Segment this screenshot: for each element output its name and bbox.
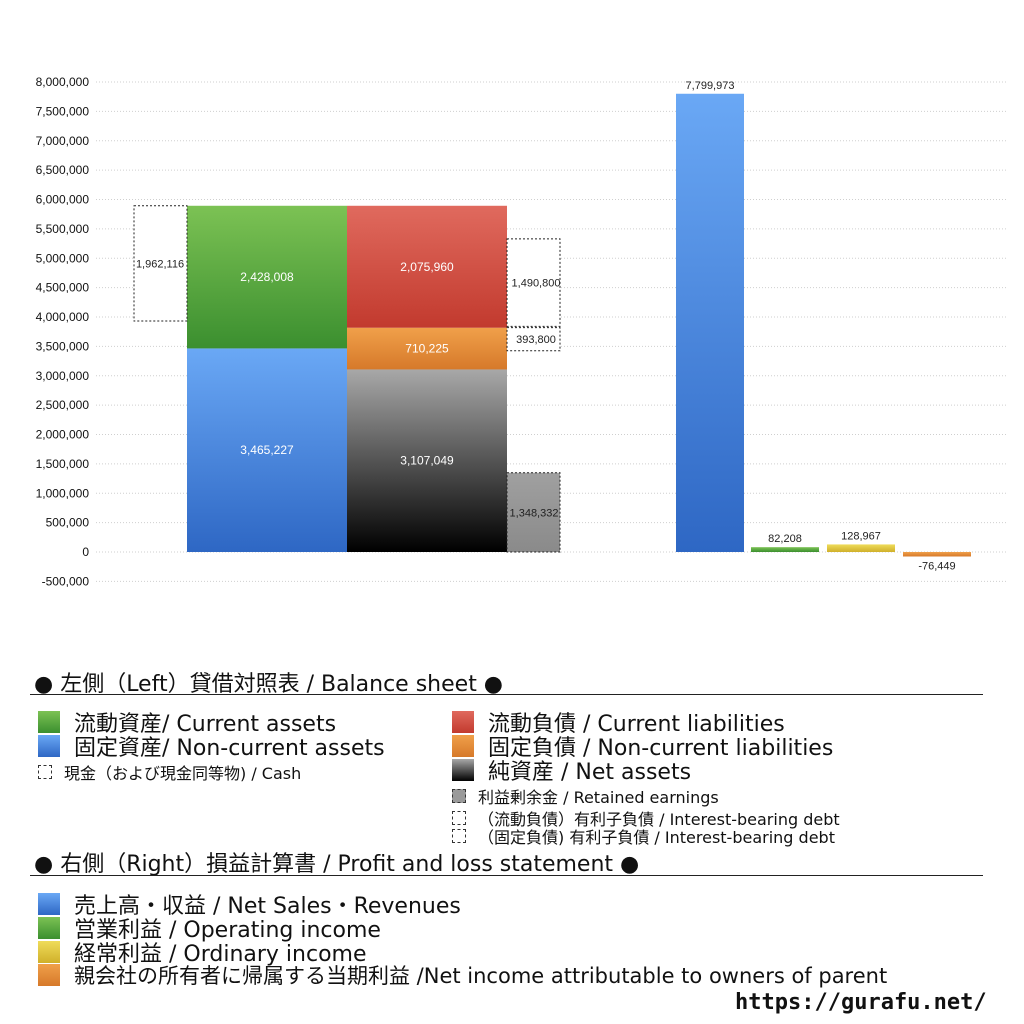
legend-label: 流動資産/ Current assets (74, 712, 337, 737)
bar-interest-bearing-debt-0 (506, 327, 561, 352)
balance-sheet-legend-title: ● 左側（Left）貸借対照表 / Balance sheet ● (34, 672, 504, 697)
bar-value-label: 128,967 (841, 530, 881, 542)
y-tick-label: 4,000,000 (36, 310, 90, 324)
financial-chart: -500,000 0 500,000 1,000,000 1,500,000 2,000,… (36, 75, 1006, 588)
swatch-black (452, 759, 474, 781)
swatch-red (452, 711, 474, 733)
swatch-green (38, 917, 60, 939)
bar-value-label: -76,449 (918, 560, 955, 572)
legend-label: 利益剰余金 / Retained earnings (478, 788, 719, 807)
y-tick-label: 6,000,000 (36, 193, 90, 207)
bar-interest-bearing-debt-1 (506, 238, 561, 327)
swatch-blue (38, 735, 60, 757)
bar-value-label: 393,800 (516, 334, 556, 346)
legend-divider-right (30, 875, 983, 876)
bar-asset-0 (187, 348, 347, 552)
swatch-orange (452, 735, 474, 757)
y-tick-label: 5,500,000 (36, 222, 90, 236)
legend-label: （流動負債）有利子負債 / Interest-bearing debt (478, 810, 840, 829)
bar-pl-0 (676, 93, 744, 552)
bar-value-label: 3,107,049 (400, 454, 454, 468)
legend-item-ibd-current: （流動負債）有利子負債 / Interest-bearing debt (452, 806, 840, 830)
bar-liability-1 (347, 327, 507, 370)
bar-value-label: 1,348,332 (510, 507, 559, 519)
legend-item-current-liabilities: 流動負債 / Current liabilities (452, 706, 785, 738)
swatch-dashed (452, 829, 466, 843)
y-tick-label: 2,000,000 (36, 428, 90, 442)
bar-value-label: 2,075,960 (400, 260, 454, 274)
legend-item-ordinary-income: 経常利益 / Ordinary income (38, 936, 367, 968)
y-tick-label: 1,500,000 (36, 457, 90, 471)
y-tick-label: 7,000,000 (36, 134, 90, 148)
y-tick-label: 4,500,000 (36, 281, 90, 295)
bar-value-label: 7,799,973 (686, 80, 735, 92)
bar-liability-0 (347, 369, 507, 552)
y-tick-label: 3,500,000 (36, 339, 90, 353)
y-tick-label: 7,500,000 (36, 104, 90, 118)
y-tick-label: -500,000 (42, 574, 90, 588)
y-tick-label: 2,500,000 (36, 398, 90, 412)
y-tick-label: 5,000,000 (36, 251, 90, 265)
bar-pl-3 (903, 552, 971, 557)
legend-item-ibd-noncurrent: （固定負債) 有利子負債 / Interest-bearing debt (452, 824, 835, 848)
legend-label: 親会社の所有者に帰属する当期利益 /Net income attributabl… (74, 964, 888, 988)
legend-item-current-assets: 流動資産/ Current assets (38, 706, 336, 738)
swatch-dashed (452, 811, 466, 825)
bar-asset-1 (187, 205, 347, 349)
bar-liability-2 (347, 205, 507, 328)
y-tick-label: 1,000,000 (36, 486, 90, 500)
source-url: https://gurafu.net/ (735, 990, 987, 1015)
legend-label: 純資産 / Net assets (488, 760, 692, 785)
bar-value-label: 1,490,800 (512, 278, 561, 290)
bar-value-label: 710,225 (405, 342, 449, 356)
swatch-blue (38, 893, 60, 915)
swatch-dashed (38, 765, 52, 779)
legend-divider-left (30, 694, 983, 695)
legend-item-noncurrent-liabilities: 固定負債 / Non-current liabilities (452, 730, 833, 762)
swatch-orange (38, 964, 60, 986)
bar-value-label: 2,428,008 (240, 270, 294, 284)
legend-item-retained-earnings: 利益剰余金 / Retained earnings (452, 784, 719, 808)
y-tick-label: 3,000,000 (36, 369, 90, 383)
legend-label: 固定負債 / Non-current liabilities (488, 736, 834, 761)
legend-item-noncurrent-assets: 固定資産/ Non-current assets (38, 730, 385, 762)
swatch-gray (452, 789, 466, 803)
legend-item-net-income: 親会社の所有者に帰属する当期利益 /Net income attributabl… (38, 960, 887, 990)
legend-label: 固定資産/ Non-current assets (74, 736, 385, 761)
y-tick-label: 0 (82, 545, 89, 559)
y-tick-label: 8,000,000 (36, 75, 90, 89)
bar-retained-earnings (506, 472, 561, 553)
profit-loss-legend-title: ● 右側（Right）損益計算書 / Profit and loss state… (34, 852, 640, 877)
bar-value-label: 1,962,116 (136, 258, 184, 270)
bar-cash (133, 205, 188, 322)
legend-item-sales: 売上高・収益 / Net Sales・Revenues (38, 888, 461, 920)
legend-item-operating-income: 営業利益 / Operating income (38, 912, 381, 944)
legend-label: 営業利益 / Operating income (74, 918, 381, 943)
legend-label: 売上高・収益 / Net Sales・Revenues (74, 894, 461, 919)
swatch-yellow (38, 941, 60, 963)
y-tick-label: 500,000 (46, 516, 90, 530)
legend-label: （固定負債) 有利子負債 / Interest-bearing debt (478, 828, 835, 847)
bar-pl-1 (751, 547, 819, 552)
legend-label: 現金（および現金同等物) / Cash (64, 764, 302, 783)
legend-item-cash: 現金（および現金同等物) / Cash (38, 760, 301, 784)
legend-item-net-assets: 純資産 / Net assets (452, 754, 691, 786)
y-tick-label: 6,500,000 (36, 163, 90, 177)
legend-label: 流動負債 / Current liabilities (488, 712, 785, 737)
bar-value-label: 82,208 (768, 533, 802, 545)
bar-pl-2 (827, 544, 895, 552)
bar-value-label: 3,465,227 (240, 443, 294, 457)
swatch-green (38, 711, 60, 733)
legend-label: 経常利益 / Ordinary income (74, 942, 367, 967)
